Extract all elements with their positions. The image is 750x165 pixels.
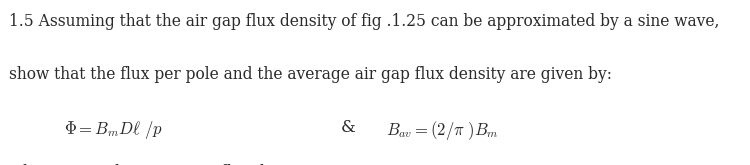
Text: show that the flux per pole and the average air gap flux density are given by:: show that the flux per pole and the aver…: [9, 66, 612, 83]
Text: 1.5 Assuming that the air gap flux density of fig .1.25 can be approximated by a: 1.5 Assuming that the air gap flux densi…: [9, 13, 719, 30]
Text: $\Phi = B_m D\ell\ /p$: $\Phi = B_m D\ell\ /p$: [64, 119, 163, 141]
Text: &: &: [341, 119, 356, 136]
Text: $B_{av}= (2/\pi\ )B_m$: $B_{av}= (2/\pi\ )B_m$: [386, 119, 499, 142]
Text: where $B_m$ is the maximum flux density.: where $B_m$ is the maximum flux density.: [9, 162, 317, 165]
